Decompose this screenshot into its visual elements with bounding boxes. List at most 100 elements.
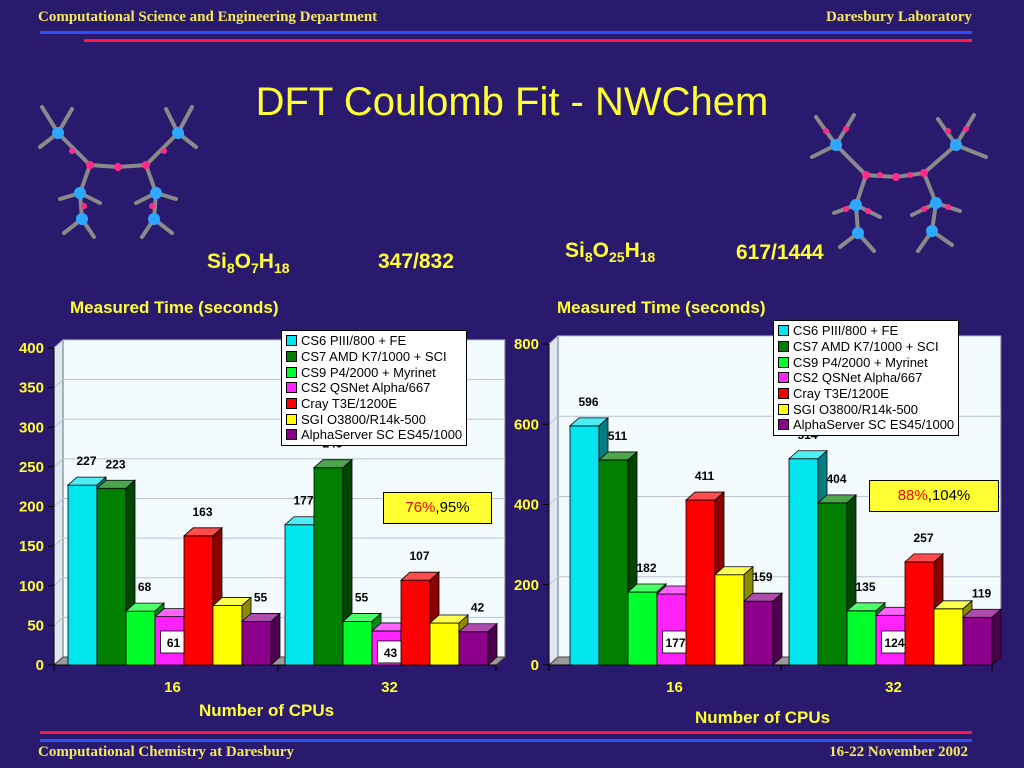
chart-right-legend: CS6 PIII/800 + FE CS7 AMD K7/1000 + SCI … [773,320,960,436]
data-label: 163 [192,505,212,519]
legend-item: CS7 AMD K7/1000 + SCI [778,339,954,355]
bar-side [991,608,1002,666]
data-label: 177 [665,636,685,650]
legend-label: CS2 QSNet Alpha/667 [301,380,431,396]
bar-front [962,616,993,666]
slide-title: DFT Coulomb Fit - NWChem [255,80,769,124]
footer-rule-blue [40,739,972,742]
chart-left-title: Measured Time (seconds) [70,298,279,317]
legend-label: AlphaServer SC ES45/1000 [793,417,955,433]
bar-front [313,467,344,666]
legend-swatch [778,419,789,431]
formula-left: Si8O7H18 [207,250,290,277]
legend-item: Cray T3E/1200E [778,386,954,402]
formula-right: Si8O25H18 [565,239,656,266]
chart-right-title: Measured Time (seconds) [557,298,766,317]
legend-label: CS9 P4/2000 + Myrinet [301,364,436,380]
data-label: 182 [636,561,656,575]
bar-front [933,608,964,666]
legend-label: CS7 AMD K7/1000 + SCI [301,349,447,365]
gridline [53,458,505,468]
legend-swatch [286,382,297,394]
header-rule-red [84,39,972,42]
y-tick-label: 300 [19,419,44,436]
legend-item: CS2 QSNet Alpha/667 [286,380,462,396]
legend-swatch [286,398,297,410]
bar-front [598,459,629,666]
y-tick-label: 0 [36,657,44,674]
legend-label: Cray T3E/1200E [301,396,397,412]
gridline [53,498,505,507]
bar-front [817,502,848,666]
header-rule-blue [40,31,972,34]
footer-left: Computational Chemistry at Daresbury [38,744,294,760]
bar-front [284,524,315,666]
chart-left-xlabel: Number of CPUs [199,701,335,720]
data-label: 223 [105,457,125,471]
x-tick-label: 32 [885,679,902,696]
legend-swatch [778,388,789,400]
legend-swatch [286,335,297,347]
y-tick-label: 400 [514,497,539,514]
y-tick-label: 350 [19,380,44,397]
bar [742,592,784,666]
data-label: 107 [409,549,429,563]
legend-item: AlphaServer SC ES45/1000 [286,427,462,443]
bar-front [342,621,373,666]
legend-swatch [778,356,789,368]
molecule-right-image [810,113,988,253]
x-tick-label: 16 [666,679,683,696]
bar-front [846,610,877,666]
bar-front [458,631,489,666]
legend-label: CS9 P4/2000 + Myrinet [793,354,928,370]
chart-right-xlabel: Number of CPUs [695,708,831,727]
data-label: 227 [76,454,96,468]
bar-front [656,593,687,666]
legend-swatch [778,403,789,415]
legend-item: CS9 P4/2000 + Myrinet [286,364,462,380]
y-tick-label: 150 [19,538,44,555]
legend-swatch [286,351,297,363]
bar-front [743,600,774,666]
legend-item: CS2 QSNet Alpha/667 [778,370,954,386]
legend-swatch [286,429,297,441]
data-label: 68 [138,580,152,594]
data-label: 43 [384,646,398,660]
gridline [53,537,505,547]
bar-front [183,535,214,666]
data-label: 135 [855,580,875,594]
data-label: 61 [167,636,181,650]
legend-item: CS9 P4/2000 + Myrinet [778,354,954,370]
bar [312,458,354,666]
legend-label: SGI O3800/R14k-500 [301,411,427,427]
bar-front [96,487,127,666]
data-label: 511 [608,429,628,443]
legend-label: Cray T3E/1200E [793,386,889,402]
y-tick-label: 600 [514,416,539,433]
y-tick-label: 0 [531,657,539,674]
legend-label: CS7 AMD K7/1000 + SCI [793,339,939,355]
footer-right: 16-22 November 2002 [829,744,968,760]
y-tick-label: 800 [514,336,539,353]
legend-label: CS6 PIII/800 + FE [301,333,407,349]
legend-swatch [778,372,789,384]
data-label: 119 [972,586,992,600]
header-right: Daresbury Laboratory [826,9,972,25]
legend-item: CS7 AMD K7/1000 + SCI [286,349,462,365]
bar [95,479,137,666]
data-label: 55 [254,590,268,604]
gridline [53,577,505,587]
legend-label: SGI O3800/R14k-500 [793,401,919,417]
bar-front [400,579,431,666]
y-tick-label: 50 [27,617,44,634]
data-label: 411 [695,469,715,483]
bar-front [67,484,98,666]
bar-front [904,561,935,666]
basis-count-left: 347/832 [378,250,454,273]
y-tick-label: 100 [19,578,44,595]
bar [961,608,1003,666]
legend-swatch [778,341,789,353]
bar-side [487,622,498,666]
x-tick-label: 32 [381,679,398,696]
x-tick-label: 16 [164,679,181,696]
